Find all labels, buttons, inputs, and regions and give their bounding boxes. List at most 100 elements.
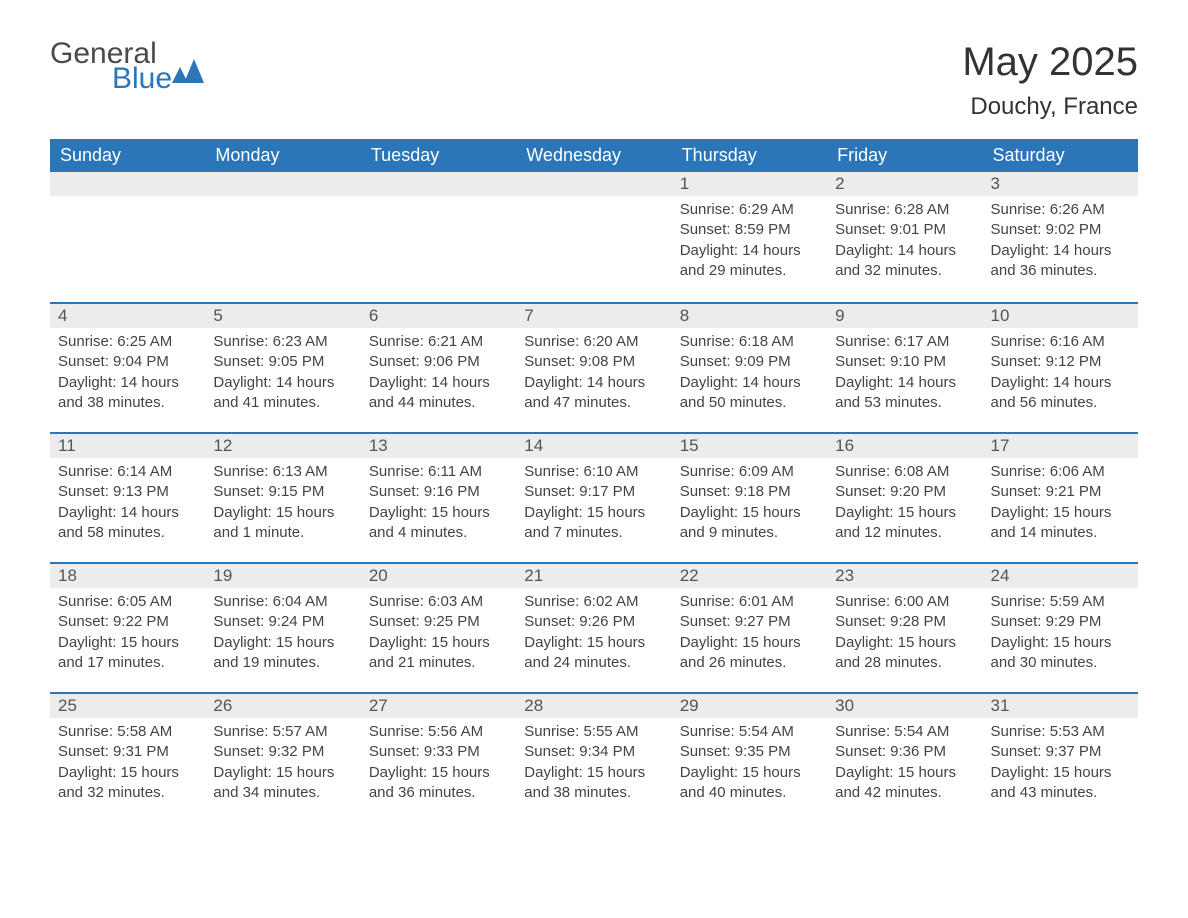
sunrise-text: Sunrise: 6:06 AM: [991, 462, 1130, 482]
sunrise-text: Sunrise: 6:02 AM: [524, 592, 663, 612]
sunrise-text: Sunrise: 6:03 AM: [369, 592, 508, 612]
sunset-text: Sunset: 9:35 PM: [680, 742, 819, 762]
day-number: 27: [361, 692, 516, 718]
day-cell: 31Sunrise: 5:53 AMSunset: 9:37 PMDayligh…: [983, 692, 1138, 822]
sunset-text: Sunset: 9:16 PM: [369, 482, 508, 502]
month-title: May 2025: [962, 40, 1138, 85]
day-cell: 13Sunrise: 6:11 AMSunset: 9:16 PMDayligh…: [361, 432, 516, 562]
sunrise-text: Sunrise: 6:21 AM: [369, 332, 508, 352]
sunset-text: Sunset: 9:29 PM: [991, 612, 1130, 632]
day-cell: 14Sunrise: 6:10 AMSunset: 9:17 PMDayligh…: [516, 432, 671, 562]
day-cell: [361, 172, 516, 302]
sunset-text: Sunset: 9:27 PM: [680, 612, 819, 632]
day-content: Sunrise: 6:26 AMSunset: 9:02 PMDaylight:…: [983, 196, 1138, 285]
daylight-text: Daylight: 14 hours and 36 minutes.: [991, 241, 1130, 282]
sunrise-text: Sunrise: 6:05 AM: [58, 592, 197, 612]
day-content: Sunrise: 5:58 AMSunset: 9:31 PMDaylight:…: [50, 718, 205, 807]
day-cell: 20Sunrise: 6:03 AMSunset: 9:25 PMDayligh…: [361, 562, 516, 692]
sunset-text: Sunset: 9:20 PM: [835, 482, 974, 502]
day-content: Sunrise: 6:20 AMSunset: 9:08 PMDaylight:…: [516, 328, 671, 417]
day-number: 4: [50, 302, 205, 328]
daylight-text: Daylight: 15 hours and 12 minutes.: [835, 503, 974, 544]
day-number: 13: [361, 432, 516, 458]
location-subtitle: Douchy, France: [962, 93, 1138, 121]
day-content: Sunrise: 6:08 AMSunset: 9:20 PMDaylight:…: [827, 458, 982, 547]
day-number: 30: [827, 692, 982, 718]
day-cell: 10Sunrise: 6:16 AMSunset: 9:12 PMDayligh…: [983, 302, 1138, 432]
daylight-text: Daylight: 14 hours and 29 minutes.: [680, 241, 819, 282]
day-cell: 27Sunrise: 5:56 AMSunset: 9:33 PMDayligh…: [361, 692, 516, 822]
sunrise-text: Sunrise: 6:23 AM: [213, 332, 352, 352]
day-content: Sunrise: 6:06 AMSunset: 9:21 PMDaylight:…: [983, 458, 1138, 547]
day-number: 3: [983, 172, 1138, 196]
day-number: 8: [672, 302, 827, 328]
day-cell: [516, 172, 671, 302]
sunset-text: Sunset: 9:22 PM: [58, 612, 197, 632]
sunrise-text: Sunrise: 6:28 AM: [835, 200, 974, 220]
day-number: 5: [205, 302, 360, 328]
day-cell: 24Sunrise: 5:59 AMSunset: 9:29 PMDayligh…: [983, 562, 1138, 692]
daylight-text: Daylight: 15 hours and 34 minutes.: [213, 763, 352, 804]
day-number: 15: [672, 432, 827, 458]
day-number: 14: [516, 432, 671, 458]
sunset-text: Sunset: 9:02 PM: [991, 220, 1130, 240]
sunrise-text: Sunrise: 6:26 AM: [991, 200, 1130, 220]
sunset-text: Sunset: 9:04 PM: [58, 352, 197, 372]
logo: General Blue: [50, 40, 204, 93]
day-content: Sunrise: 6:17 AMSunset: 9:10 PMDaylight:…: [827, 328, 982, 417]
sunset-text: Sunset: 9:32 PM: [213, 742, 352, 762]
day-number: 11: [50, 432, 205, 458]
day-number: 26: [205, 692, 360, 718]
day-content: Sunrise: 5:56 AMSunset: 9:33 PMDaylight:…: [361, 718, 516, 807]
daylight-text: Daylight: 15 hours and 21 minutes.: [369, 633, 508, 674]
day-number: 10: [983, 302, 1138, 328]
daylight-text: Daylight: 15 hours and 7 minutes.: [524, 503, 663, 544]
daylight-text: Daylight: 14 hours and 50 minutes.: [680, 373, 819, 414]
sunset-text: Sunset: 9:06 PM: [369, 352, 508, 372]
sunrise-text: Sunrise: 6:04 AM: [213, 592, 352, 612]
sunset-text: Sunset: 9:10 PM: [835, 352, 974, 372]
sunrise-text: Sunrise: 6:13 AM: [213, 462, 352, 482]
day-content: Sunrise: 5:57 AMSunset: 9:32 PMDaylight:…: [205, 718, 360, 807]
sunrise-text: Sunrise: 6:17 AM: [835, 332, 974, 352]
day-cell: 18Sunrise: 6:05 AMSunset: 9:22 PMDayligh…: [50, 562, 205, 692]
day-cell: 7Sunrise: 6:20 AMSunset: 9:08 PMDaylight…: [516, 302, 671, 432]
sunrise-text: Sunrise: 6:14 AM: [58, 462, 197, 482]
day-content: Sunrise: 6:09 AMSunset: 9:18 PMDaylight:…: [672, 458, 827, 547]
sunrise-text: Sunrise: 5:54 AM: [835, 722, 974, 742]
sunset-text: Sunset: 9:18 PM: [680, 482, 819, 502]
calendar-body: 1Sunrise: 6:29 AMSunset: 8:59 PMDaylight…: [50, 172, 1138, 822]
sunrise-text: Sunrise: 6:01 AM: [680, 592, 819, 612]
day-content: Sunrise: 6:14 AMSunset: 9:13 PMDaylight:…: [50, 458, 205, 547]
day-content: Sunrise: 6:16 AMSunset: 9:12 PMDaylight:…: [983, 328, 1138, 417]
title-block: May 2025 Douchy, France: [962, 40, 1138, 121]
sunrise-text: Sunrise: 6:09 AM: [680, 462, 819, 482]
sunset-text: Sunset: 9:17 PM: [524, 482, 663, 502]
day-number: 20: [361, 562, 516, 588]
sunset-text: Sunset: 9:21 PM: [991, 482, 1130, 502]
daylight-text: Daylight: 15 hours and 30 minutes.: [991, 633, 1130, 674]
sunrise-text: Sunrise: 6:20 AM: [524, 332, 663, 352]
day-number: 28: [516, 692, 671, 718]
daylight-text: Daylight: 15 hours and 36 minutes.: [369, 763, 508, 804]
day-cell: 17Sunrise: 6:06 AMSunset: 9:21 PMDayligh…: [983, 432, 1138, 562]
sunrise-text: Sunrise: 5:55 AM: [524, 722, 663, 742]
sunrise-text: Sunrise: 6:08 AM: [835, 462, 974, 482]
day-content: Sunrise: 6:10 AMSunset: 9:17 PMDaylight:…: [516, 458, 671, 547]
weekday-header: Monday: [205, 139, 360, 172]
daylight-text: Daylight: 14 hours and 41 minutes.: [213, 373, 352, 414]
sunset-text: Sunset: 9:26 PM: [524, 612, 663, 632]
daylight-text: Daylight: 15 hours and 40 minutes.: [680, 763, 819, 804]
sunset-text: Sunset: 9:37 PM: [991, 742, 1130, 762]
day-content: Sunrise: 6:13 AMSunset: 9:15 PMDaylight:…: [205, 458, 360, 547]
sunset-text: Sunset: 9:08 PM: [524, 352, 663, 372]
daylight-text: Daylight: 15 hours and 1 minute.: [213, 503, 352, 544]
sunrise-text: Sunrise: 6:29 AM: [680, 200, 819, 220]
day-content: Sunrise: 6:25 AMSunset: 9:04 PMDaylight:…: [50, 328, 205, 417]
day-content: Sunrise: 6:04 AMSunset: 9:24 PMDaylight:…: [205, 588, 360, 677]
daylight-text: Daylight: 15 hours and 26 minutes.: [680, 633, 819, 674]
daylight-text: Daylight: 14 hours and 53 minutes.: [835, 373, 974, 414]
day-number: 25: [50, 692, 205, 718]
day-number: 19: [205, 562, 360, 588]
day-cell: 2Sunrise: 6:28 AMSunset: 9:01 PMDaylight…: [827, 172, 982, 302]
